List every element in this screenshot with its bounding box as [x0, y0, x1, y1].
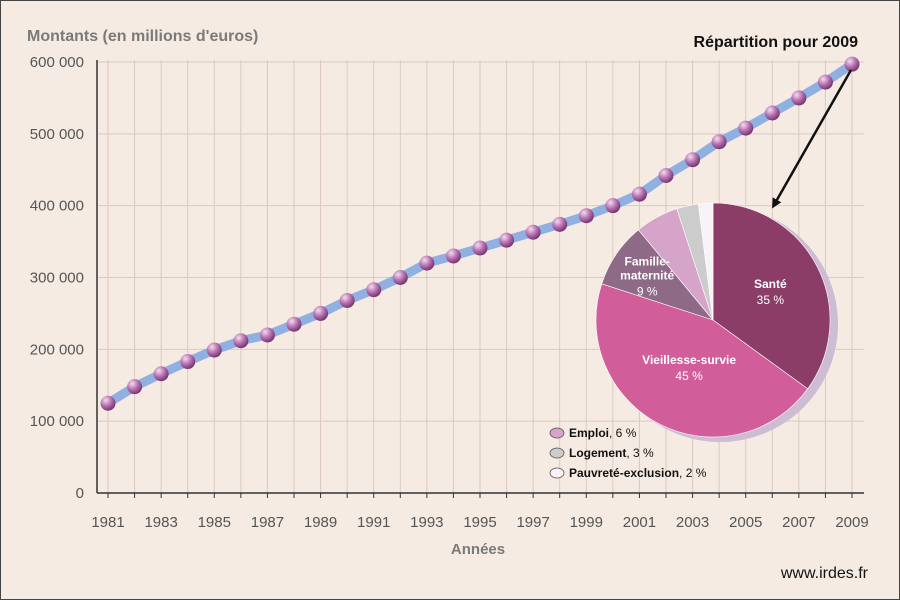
axes — [96, 60, 864, 498]
legend-label: Emploi — [569, 426, 609, 440]
source-url: www.irdes.fr — [780, 565, 869, 582]
pie-slice-label: Famille- — [625, 254, 670, 268]
x-tick-label: 1985 — [198, 514, 231, 531]
data-point — [817, 74, 833, 90]
pie-slice — [595, 283, 809, 438]
legend-entry: Pauvreté-exclusion, 2 % — [569, 466, 707, 480]
x-tick-label: 1995 — [463, 514, 496, 531]
x-tick-label: 1997 — [516, 514, 549, 531]
pointer-arrow — [772, 69, 853, 209]
data-point — [764, 105, 780, 121]
data-point — [127, 379, 143, 395]
data-point — [206, 342, 222, 358]
data-point — [631, 186, 647, 202]
line-series — [100, 56, 860, 411]
legend-entry: Logement, 3 % — [569, 446, 654, 460]
x-tick-label: 1983 — [144, 514, 177, 531]
x-tick-label: 1993 — [410, 514, 443, 531]
x-tick-label: 1981 — [91, 514, 124, 531]
pie-slice-label: Santé — [754, 277, 787, 291]
legend-label: Logement — [569, 446, 626, 460]
data-point — [525, 224, 541, 240]
data-point — [313, 305, 329, 321]
data-point — [445, 248, 461, 264]
data-point — [366, 282, 382, 298]
pie-slice — [712, 202, 831, 390]
y-axis-title: Montants (en millions d'euros) — [27, 28, 258, 45]
legend-swatch — [549, 447, 565, 459]
pie-slice — [698, 202, 714, 321]
data-point — [392, 270, 408, 285]
data-point — [738, 120, 754, 136]
y-tick-label: 200 000 — [30, 341, 84, 358]
y-tick-label: 400 000 — [30, 198, 84, 215]
data-point — [339, 292, 355, 308]
x-tick-label: 1991 — [357, 514, 390, 531]
data-point — [472, 240, 488, 256]
x-axis-title: Années — [451, 541, 505, 558]
data-point — [658, 167, 674, 183]
y-tick-label: 100 000 — [30, 413, 84, 430]
legend-swatch — [549, 427, 565, 439]
x-tick-label: 2003 — [676, 514, 709, 531]
y-tick-label: 300 000 — [30, 270, 84, 287]
data-point — [605, 198, 621, 214]
legend-entry: Emploi, 6 % — [569, 426, 637, 440]
pie-slice-value: 45 % — [675, 369, 703, 383]
data-point — [233, 333, 249, 349]
data-point — [844, 56, 860, 72]
pie-slice-value: 9 % — [637, 284, 658, 298]
pie-slice-value: 35 % — [757, 293, 785, 307]
legend-label: Pauvreté-exclusion — [569, 466, 679, 480]
x-tick-label: 1987 — [251, 514, 284, 531]
grid-lines — [97, 60, 864, 494]
y-tick-label: 0 — [76, 485, 84, 502]
x-tick-label: 1989 — [304, 514, 337, 531]
pie-slice-label: Vieillesse-survie — [642, 353, 736, 367]
y-tick-labels: 0 100 000 200 000 300 000 400 000 500 000 600 … — [30, 54, 84, 502]
pie-title: Répartition pour 2009 — [694, 34, 859, 51]
y-tick-label: 500 000 — [30, 126, 84, 143]
x-tick-label: 2007 — [782, 514, 815, 531]
pie-legend: Emploi, 6 % Logement, 3 % Pauvreté-exclusi… — [549, 426, 707, 480]
data-point — [419, 255, 435, 271]
y-tick-label: 600 000 — [30, 54, 84, 71]
pie-chart: Santé 35 % Vieillesse-survie 45 % Famille-ma… — [595, 202, 838, 442]
x-tick-label: 2009 — [835, 514, 868, 531]
data-point — [100, 395, 116, 411]
data-point — [685, 152, 701, 168]
pie-slice-label: maternité — [620, 268, 674, 282]
x-tick-label: 2001 — [623, 514, 656, 531]
data-point — [711, 134, 727, 150]
data-point — [499, 232, 515, 248]
x-tick-label: 2005 — [729, 514, 762, 531]
data-point — [578, 208, 594, 224]
legend-swatch — [549, 467, 565, 479]
data-point — [180, 354, 196, 370]
data-point — [552, 216, 568, 232]
legend-value: , 6 % — [609, 426, 637, 440]
data-point — [791, 90, 807, 106]
x-tick-label: 1999 — [570, 514, 603, 531]
data-point — [259, 327, 275, 343]
x-tick-labels: 1981 1983 1985 1987 1989 1991 1993 1995 1997 1999… — [91, 514, 868, 531]
data-point — [153, 366, 169, 382]
legend-value: , 2 % — [679, 466, 707, 480]
legend-value: , 3 % — [626, 446, 654, 460]
data-point — [286, 316, 302, 332]
